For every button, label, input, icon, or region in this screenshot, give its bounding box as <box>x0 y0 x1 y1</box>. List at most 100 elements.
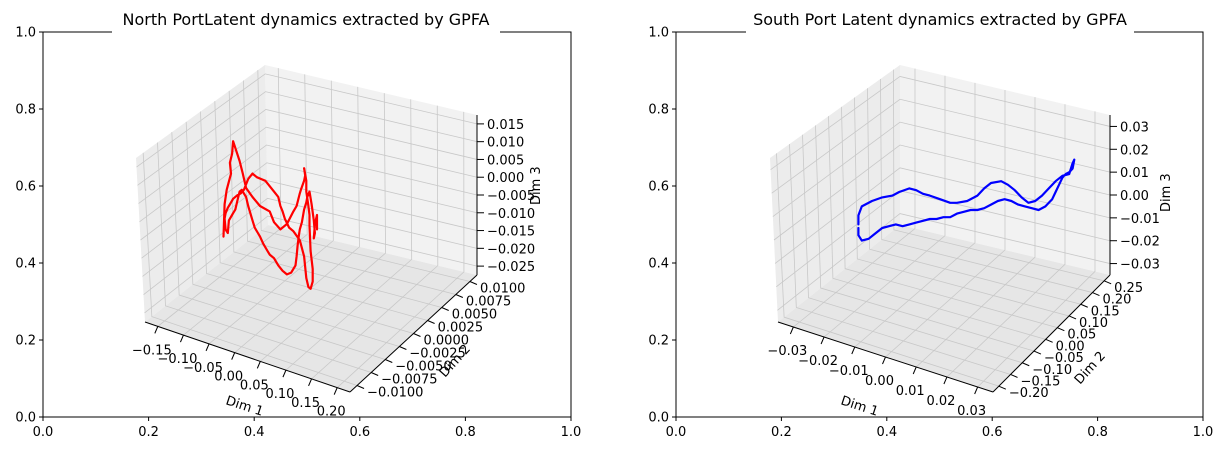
x-tick <box>205 343 210 352</box>
y-tick <box>441 307 449 311</box>
x-tick <box>851 346 856 355</box>
y-tick <box>356 385 365 389</box>
grid-line-z <box>138 109 478 204</box>
axes-3d-box <box>136 65 478 393</box>
grid-line-x <box>311 105 439 380</box>
y-tick <box>1057 327 1065 332</box>
y-tick-label: 0.20 <box>1102 293 1131 308</box>
outer-x-tick-label: 0.4 <box>244 425 265 440</box>
y-tick <box>1022 362 1030 367</box>
y-tick <box>413 333 421 337</box>
y-tick-label: 0.0075 <box>466 295 512 310</box>
grid-line-z <box>144 215 478 314</box>
grid-line-y <box>142 152 358 386</box>
title-backdrop <box>112 18 500 42</box>
grid-line-z <box>139 126 478 223</box>
outer-y-tick-label: 0.0 <box>648 411 669 426</box>
outer-y-tick-label: 0.8 <box>15 103 36 118</box>
outer-x-tick-label: 0.0 <box>33 425 54 440</box>
outer-y-tick-label: 0.4 <box>15 257 36 272</box>
z-tick-label: −0.025 <box>487 260 535 275</box>
y-tick <box>370 372 379 376</box>
grid-line-y <box>214 101 428 321</box>
grid-line-x <box>977 111 1096 388</box>
grid-line-y <box>802 134 1023 364</box>
outer-x-tick-label: 0.4 <box>876 425 897 440</box>
series-lines <box>222 140 319 290</box>
x-tick-label: −0.03 <box>767 344 807 359</box>
z-tick-label: −0.015 <box>487 225 535 240</box>
outer-x-tick-label: 0.2 <box>138 425 159 440</box>
outer-x-tick-label: 0.8 <box>455 425 476 440</box>
y-tick <box>1010 373 1018 378</box>
grid-line-y <box>893 69 1105 282</box>
left-pane <box>770 65 900 322</box>
grid-line-z <box>774 167 1111 264</box>
grid-line-y <box>200 111 414 334</box>
z-tick-label: 0.03 <box>1120 120 1149 135</box>
grid-line-y <box>257 70 471 282</box>
grid-line-y <box>776 153 999 387</box>
y-tick-label: 0.0050 <box>452 308 498 323</box>
y-tick-label: −0.0025 <box>409 347 465 362</box>
axes-3d-ticks: −0.03−0.02−0.010.000.010.020.03−0.20−0.1… <box>767 120 1159 419</box>
subplot-north-port: North PortLatent dynamics extracted by G… <box>15 10 581 440</box>
y-tick-label: −0.0100 <box>367 386 423 401</box>
z-tick-label: 0.02 <box>1120 143 1149 158</box>
x-tick <box>231 352 236 360</box>
outer-x-tick-label: 1.0 <box>1193 425 1214 440</box>
x-tick-label: −0.15 <box>132 343 172 358</box>
z-tick-label: −0.01 <box>1120 212 1160 227</box>
x-tick <box>820 336 825 345</box>
grid-line-z <box>142 180 478 277</box>
y-tick-label: −0.0075 <box>381 373 437 388</box>
y-tick <box>998 385 1007 390</box>
z-axis-label: Dim 3 <box>1159 173 1174 212</box>
y-tick-label: −0.15 <box>1021 374 1061 389</box>
outer-y-tick-label: 0.6 <box>15 180 36 195</box>
outer-y-tick-label: 0.2 <box>648 334 669 349</box>
x-tick-label: 0.10 <box>265 387 294 402</box>
series-line-0 <box>857 158 1076 242</box>
z-tick-label: −0.020 <box>487 242 535 257</box>
x-tick <box>179 334 184 343</box>
y-tick-label: 0.0100 <box>480 282 526 297</box>
y-tick <box>1045 338 1053 343</box>
series-lines <box>857 158 1076 242</box>
grid-line-z <box>141 162 478 259</box>
y-tick <box>1033 350 1042 355</box>
y-tick <box>469 281 478 285</box>
y-tick <box>1092 292 1100 297</box>
title-backdrop <box>746 18 1134 42</box>
outer-x-tick-label: 0.6 <box>982 425 1003 440</box>
grid-line-x <box>260 93 386 362</box>
outer-y-tick-label: 0.8 <box>648 103 669 118</box>
grid-line-y <box>789 144 1011 375</box>
outer-y-tick-label: 1.0 <box>15 26 36 41</box>
x-tick <box>256 361 261 369</box>
x-tick-label: −0.05 <box>183 361 223 376</box>
y-tick-label: −0.05 <box>1044 351 1084 366</box>
z-tick-label: 0.00 <box>1120 189 1149 204</box>
z-tick-label: 0.000 <box>487 171 524 186</box>
outer-x-tick-label: 0.2 <box>771 425 792 440</box>
outer-y-tick-label: 0.6 <box>648 180 669 195</box>
y-tick <box>1080 303 1088 308</box>
outer-x-tick-label: 1.0 <box>561 425 582 440</box>
y-axis-line <box>992 274 1111 393</box>
outer-x-tick-label: 0.6 <box>349 425 370 440</box>
grid-line-y <box>841 106 1058 329</box>
grid-line-x <box>915 97 1036 368</box>
grid-line-y <box>171 132 386 360</box>
z-tick-label: 0.015 <box>487 118 524 133</box>
x-tick-label: 0.00 <box>865 374 894 389</box>
y-tick <box>399 346 407 350</box>
x-tick <box>789 326 794 335</box>
x-tick-label: 0.03 <box>957 404 986 419</box>
grid-line-z <box>137 91 478 186</box>
grid-line-y <box>867 88 1081 305</box>
outer-axis-ticks: 0.0 0.2 0.4 0.6 0.8 1.0 0.0 0.2 0.4 0.6 0.8 1.0 <box>648 26 1213 441</box>
y-tick-label: 0.15 <box>1091 304 1120 319</box>
x-tick-label: −0.02 <box>798 354 838 369</box>
